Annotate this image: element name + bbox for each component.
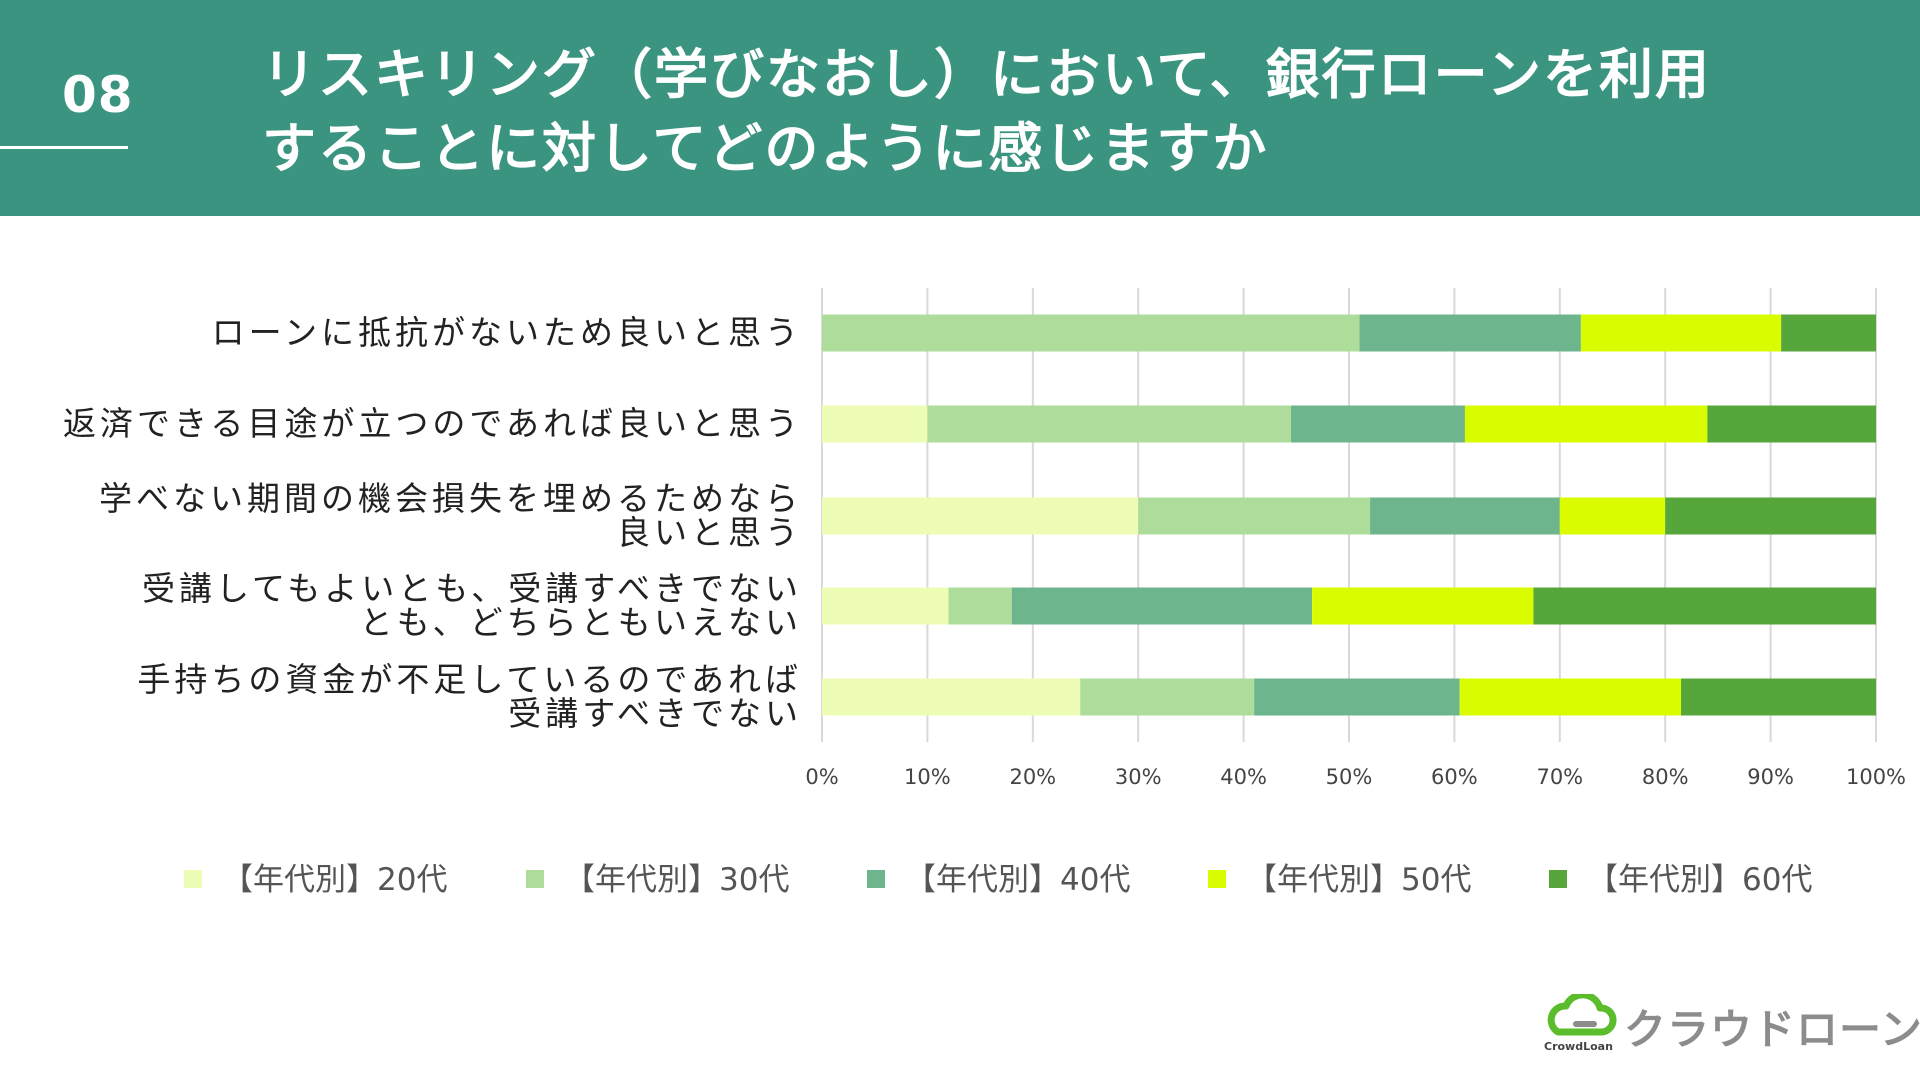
legend-label: 【年代別】60代 (1587, 862, 1812, 898)
x-tick-label: 10% (904, 765, 951, 789)
category-labels: ローンに抵抗がないため良いと思う返済できる目途が立つのであれば良いと思う学べない… (63, 313, 802, 733)
chart-legend: 【年代別】20代 【年代別】30代 【年代別】40代 【年代別】50代 【年代別】60代 (184, 862, 1812, 898)
bar-segment (1580, 314, 1782, 352)
bar-segment (1781, 314, 1876, 352)
x-tick-label: 100% (1846, 765, 1906, 789)
x-tick-label: 80% (1642, 765, 1689, 789)
bar-segment (1707, 405, 1876, 443)
legend-swatch (867, 870, 885, 888)
bar-segment (1291, 405, 1465, 443)
legend-swatch (184, 870, 202, 888)
category-label: 受講してもよいとも、受講すべきでない (142, 569, 802, 608)
legend-label: 【年代別】30代 (564, 862, 789, 898)
bar-segment (1665, 497, 1876, 535)
bar-segment (1681, 678, 1876, 716)
chart-bars (822, 314, 1876, 716)
bar-segment (822, 678, 1081, 716)
bar-segment (1312, 587, 1534, 625)
x-tick-label: 20% (1009, 765, 1056, 789)
x-axis-tick-labels: 0% 10% 20% 30% 40% 50% 60% 70% 80% 90% 100% (805, 765, 1906, 789)
question-title-line-1: リスキリング（学びなおし）において、銀行ローンを利用 (262, 43, 1711, 106)
bar-segment (1559, 497, 1666, 535)
x-tick-label: 90% (1747, 765, 1794, 789)
logo-subtext: CrowdLoan (1544, 1040, 1613, 1053)
bar-segment (822, 587, 949, 625)
logo-wordmark: クラウドローン (1624, 1005, 1920, 1054)
question-title: リスキリング（学びなおし）において、銀行ローンを利用 することに対してどのように… (262, 38, 1882, 186)
legend-label: 【年代別】20代 (222, 862, 447, 898)
legend-label: 【年代別】40代 (905, 862, 1130, 898)
legend-swatch (1549, 870, 1567, 888)
bar-segment (1011, 587, 1313, 625)
bar-segment (1464, 405, 1708, 443)
bar-segment (1254, 678, 1460, 716)
bar-segment (822, 497, 1139, 535)
bar-segment (1138, 497, 1371, 535)
category-label: ローンに抵抗がないため良いと思う (212, 313, 802, 352)
category-label: 良いと思う (617, 513, 802, 552)
bar-segment (822, 405, 928, 443)
x-tick-label: 0% (805, 765, 838, 789)
category-label: 手持ちの資金が不足しているのであれば (137, 660, 802, 699)
x-tick-label: 60% (1431, 765, 1478, 789)
x-tick-label: 70% (1536, 765, 1583, 789)
bar-segment (927, 405, 1292, 443)
bar-segment (1533, 587, 1876, 625)
category-label: 学べない期間の機会損失を埋めるためなら (99, 479, 802, 518)
bar-segment (1080, 678, 1255, 716)
bar-segment (1370, 497, 1560, 535)
number-underline (0, 146, 128, 149)
bar-segment (1459, 678, 1682, 716)
legend-swatch (526, 870, 544, 888)
category-label: 受講すべきでない (508, 694, 802, 733)
legend-label: 【年代別】50代 (1246, 862, 1471, 898)
bar-segment (822, 314, 1360, 352)
x-tick-label: 50% (1326, 765, 1373, 789)
cloud-logo-icon (1547, 994, 1617, 1036)
category-label: とも、どちらともいえない (360, 603, 802, 642)
legend-swatch (1208, 870, 1226, 888)
bar-segment (1359, 314, 1581, 352)
x-tick-label: 40% (1220, 765, 1267, 789)
category-label: 返済できる目途が立つのであれば良いと思う (63, 404, 802, 443)
header-banner: 08 リスキリング（学びなおし）において、銀行ローンを利用 することに対してどの… (0, 0, 1920, 216)
crowdloan-logo: クラウドローン CrowdLoan (1542, 990, 1920, 1056)
x-tick-label: 30% (1115, 765, 1162, 789)
question-title-line-2: することに対してどのように感じますか (262, 117, 1269, 180)
bar-segment (948, 587, 1012, 625)
question-number: 08 (62, 66, 134, 124)
